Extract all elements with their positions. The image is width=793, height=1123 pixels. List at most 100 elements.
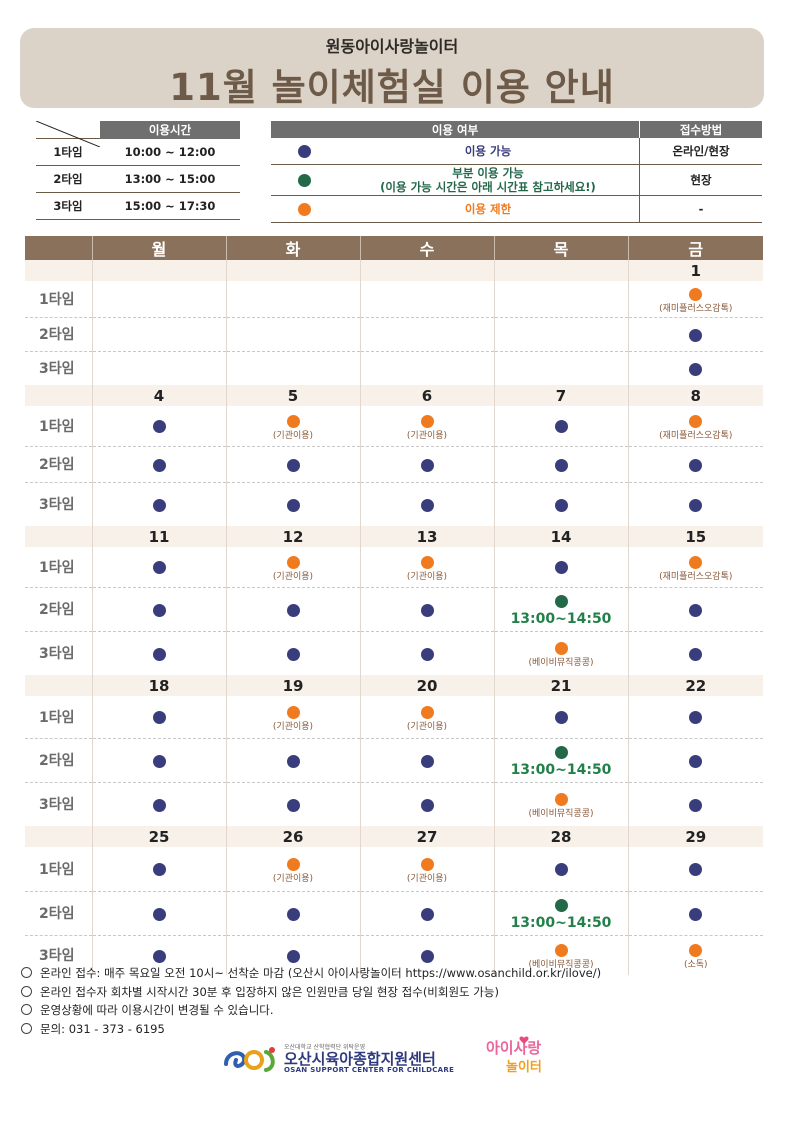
footer-logos: 오산대학교 산학협력단 위탁운영 오산시육아종합지원센터 OSAN SUPPOR… (222, 1036, 592, 1076)
green-dot-icon (554, 746, 568, 759)
date-row: 11 12 13 14 15 (25, 526, 763, 547)
note-text: 문의: 031 - 373 - 6195 (40, 1021, 165, 1036)
date-number: 26 (225, 826, 360, 847)
slot-cell: (기관이용) (359, 847, 494, 892)
green-dot-icon (297, 174, 311, 187)
slot-label: 1타임 (25, 696, 92, 739)
date-number: 29 (627, 826, 763, 847)
slot-cell (493, 446, 628, 483)
day-header: 목 (493, 236, 628, 260)
date-number: 11 (91, 526, 226, 547)
circle-bullet-icon (21, 967, 32, 978)
slot-note: (기관이용) (272, 721, 314, 732)
blue-dot-icon (420, 647, 434, 661)
calendar-header-row: 월 화 수 목 금 (25, 236, 763, 260)
slot-note: (기관이용) (272, 873, 314, 884)
slot-row: 2타임 (25, 446, 763, 483)
slot-cell: (베이비뮤직콩콩) (493, 631, 628, 675)
blue-dot-icon (689, 647, 703, 661)
slot-label: 3타임 (39, 797, 75, 814)
blue-dot-icon (689, 328, 703, 342)
slot-row: 1타임 (기관이용) (기관이용) (25, 847, 763, 892)
slot-label: 2타임 (25, 317, 92, 352)
blue-dot-icon (554, 711, 568, 725)
org-name: 오산시육아종합지원센터 (284, 1050, 436, 1068)
slot-cell (225, 738, 360, 783)
slot-row: 1타임 (재미플러스오감톡) (25, 281, 763, 318)
blue-dot-icon (689, 603, 703, 617)
time-row: 1타임 10:00 ~ 12:00 (36, 138, 240, 166)
slot-row: 3타임 (베이비뮤직콩콩) (25, 631, 763, 675)
slot-cell: (기관이용) (359, 406, 494, 447)
date-number (493, 260, 628, 281)
orange-dot-icon (554, 642, 568, 656)
date-number: 4 (91, 385, 226, 406)
slot-cell (359, 631, 494, 675)
slot-note: (재미플러스오감톡) (659, 571, 733, 582)
blue-dot-icon (286, 798, 300, 812)
slot-row: 2타임 (25, 317, 763, 352)
slot-note: (기관이용) (272, 571, 314, 582)
date-number (359, 260, 494, 281)
legend-method: 현장 (639, 164, 762, 196)
legend-label: 부분 이용 가능 (452, 166, 524, 180)
blue-dot-icon (554, 498, 568, 512)
blue-dot-icon (420, 754, 434, 768)
slot-time: 13:00~14:50 (510, 762, 612, 778)
blue-dot-icon (420, 603, 434, 617)
date-row: 18 19 20 21 22 (25, 675, 763, 696)
status-header: 이용 여부 (271, 121, 640, 138)
slot-cell (493, 847, 628, 892)
slot-cell (627, 782, 763, 826)
slot-label: 2타임 (25, 738, 92, 783)
slot-cell (91, 847, 226, 892)
blue-dot-icon (420, 498, 434, 512)
slot-cell (359, 935, 494, 975)
slot-cell: 13:00~14:50 (493, 738, 628, 783)
orange-dot-icon (420, 414, 434, 428)
slot-cell (91, 782, 226, 826)
slot-cell (91, 351, 226, 385)
slot-label: 3타임 (39, 646, 75, 663)
blue-dot-icon (689, 863, 703, 877)
slot-cell (91, 935, 226, 975)
status-legend-table: 이용 여부 접수방법 이용 가능 온라인/현장 부분 이용 가능 (이용 가능 … (271, 121, 762, 223)
legend-row: 부분 이용 가능 (이용 가능 시간은 아래 시간표 참고하세요!) 현장 (271, 164, 762, 196)
slot-cell (91, 738, 226, 783)
date-number: 20 (359, 675, 494, 696)
blue-dot-icon (152, 863, 166, 877)
corner-cell (36, 121, 100, 147)
slot-cell (493, 406, 628, 447)
header-empty (25, 236, 92, 260)
date-number: 28 (493, 826, 628, 847)
calendar-table: 월 화 수 목 금 1 1타임 (재미플러스오감톡) 2타임 3타임 4 5 6 7 8 1타임 (기… (25, 236, 763, 975)
orange-dot-icon (420, 857, 434, 871)
date-row-empty (25, 675, 92, 696)
legend-method: - (639, 195, 762, 223)
slot-cell (91, 696, 226, 739)
blue-dot-icon (689, 798, 703, 812)
slot-row: 2타임 13:00~14:50 (25, 891, 763, 936)
slot-cell: (기관이용) (359, 547, 494, 588)
slot-note: (베이비뮤직콩콩) (528, 809, 594, 820)
slot-row: 3타임 (베이비뮤직콩콩) (소독) (25, 935, 763, 975)
blue-dot-icon (297, 145, 311, 158)
slot-label: 2타임 (25, 891, 92, 936)
slot-label: 2타임 (25, 587, 92, 632)
blue-dot-icon (689, 458, 703, 472)
blue-dot-icon (554, 863, 568, 877)
slot-note: (베이비뮤직콩콩) (528, 658, 594, 669)
org-tagline: 오산대학교 산학협력단 위탁운영 (284, 1044, 366, 1051)
slot-cell: (재미플러스오감톡) (627, 281, 763, 318)
slot-cell (627, 847, 763, 892)
legend-label: 이용 제한 (337, 195, 640, 223)
date-row-empty (25, 526, 92, 547)
blue-dot-icon (554, 420, 568, 434)
time-label: 2타임 (36, 165, 100, 193)
slot-cell (225, 891, 360, 936)
slot-cell (225, 446, 360, 483)
center-name: 원동아이사랑놀이터 (325, 37, 459, 56)
slot-label: 1타임 (25, 847, 92, 892)
blue-dot-icon (689, 907, 703, 921)
time-row: 2타임 13:00 ~ 15:00 (36, 165, 240, 193)
